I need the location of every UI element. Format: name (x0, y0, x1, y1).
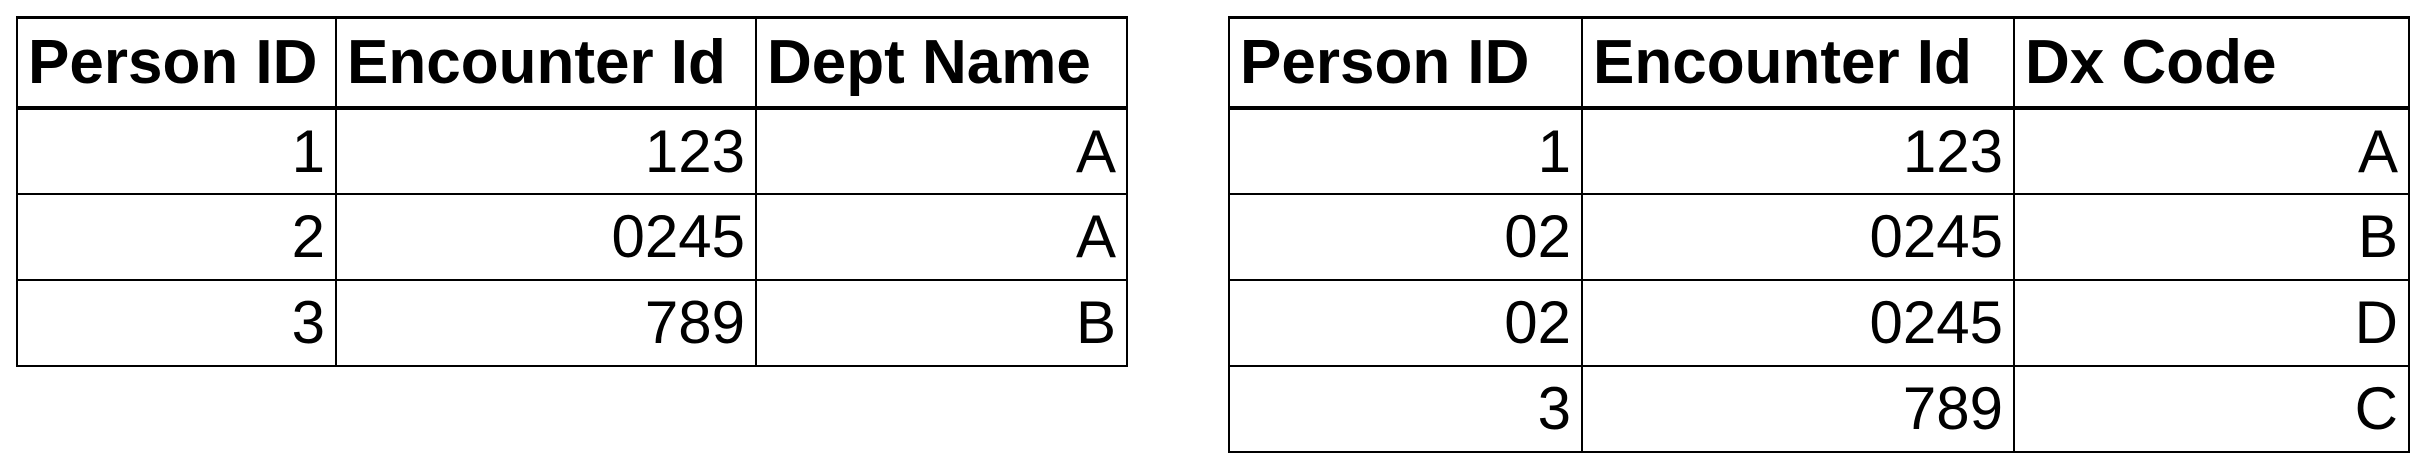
cell-encounter-id: 0245 (1581, 192, 2015, 281)
cell-encounter-id: 789 (335, 278, 757, 367)
cell-person-id: 02 (1228, 278, 1583, 367)
cell-person-id: 3 (16, 278, 337, 367)
table-row: 3 789 B (16, 278, 1128, 367)
cell-dx-code: D (2013, 278, 2410, 367)
table-row: 02 0245 B (1228, 192, 2410, 281)
column-header-person-id: Person ID (16, 16, 337, 110)
cell-person-id: 2 (16, 192, 337, 281)
cell-dept-name: A (755, 192, 1128, 281)
table-row: 1 123 A (1228, 106, 2410, 195)
department-table: Person ID Encounter Id Dept Name 1 123 A… (16, 16, 1128, 367)
cell-encounter-id: 0245 (1581, 278, 2015, 367)
cell-dx-code: C (2013, 364, 2410, 453)
cell-person-id: 1 (1228, 106, 1583, 195)
column-header-person-id: Person ID (1228, 16, 1583, 110)
cell-dept-name: B (755, 278, 1128, 367)
cell-encounter-id: 789 (1581, 364, 2015, 453)
table-row: 3 789 C (1228, 364, 2410, 453)
table-row: 02 0245 D (1228, 278, 2410, 367)
column-header-encounter-id: Encounter Id (1581, 16, 2015, 110)
cell-encounter-id: 123 (335, 106, 757, 195)
cell-encounter-id: 0245 (335, 192, 757, 281)
cell-dept-name: A (755, 106, 1128, 195)
table-header-row: Person ID Encounter Id Dx Code (1228, 16, 2410, 110)
column-header-encounter-id: Encounter Id (335, 16, 757, 110)
cell-encounter-id: 123 (1581, 106, 2015, 195)
cell-person-id: 1 (16, 106, 337, 195)
cell-dx-code: A (2013, 106, 2410, 195)
cell-person-id: 02 (1228, 192, 1583, 281)
table-row: 1 123 A (16, 106, 1128, 195)
table-row: 2 0245 A (16, 192, 1128, 281)
table-header-row: Person ID Encounter Id Dept Name (16, 16, 1128, 110)
cell-person-id: 3 (1228, 364, 1583, 453)
column-header-dx-code: Dx Code (2013, 16, 2410, 110)
diagnosis-table: Person ID Encounter Id Dx Code 1 123 A 0… (1228, 16, 2410, 453)
column-header-dept-name: Dept Name (755, 16, 1128, 110)
cell-dx-code: B (2013, 192, 2410, 281)
